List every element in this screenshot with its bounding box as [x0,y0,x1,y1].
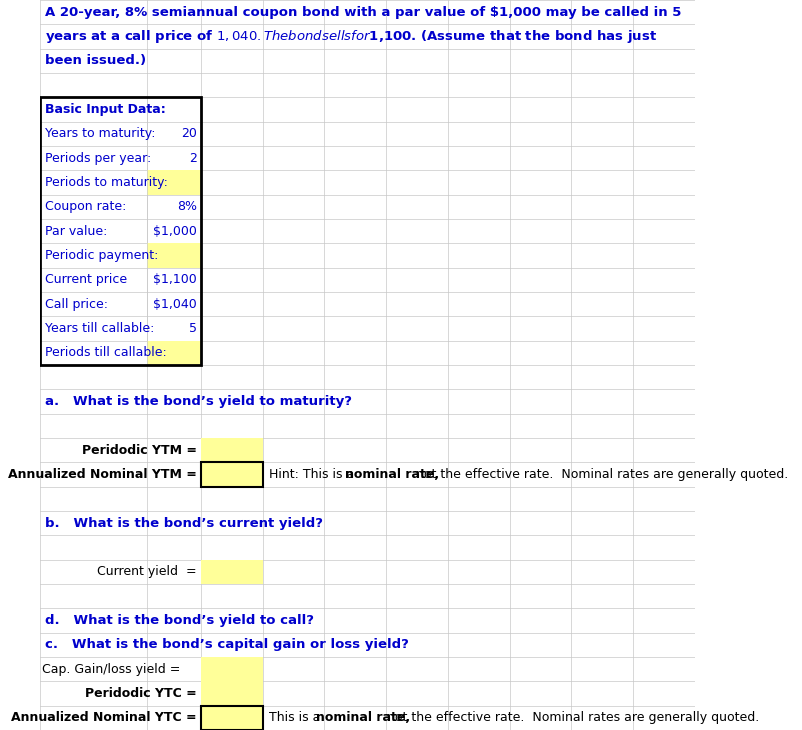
Text: This is a: This is a [269,711,325,724]
Text: $1,000: $1,000 [153,225,196,238]
Text: Peridodic YTM =: Peridodic YTM = [82,444,196,457]
Bar [147,243,200,268]
Text: A 20-year, 8% semiannual coupon bond with a par value of $1,000 may be called in: A 20-year, 8% semiannual coupon bond wit… [45,6,681,19]
Bar [200,681,262,706]
Text: Current yield  =: Current yield = [97,565,196,578]
Text: Annualized Nominal YTM =: Annualized Nominal YTM = [8,468,196,481]
Text: c.   What is the bond’s capital gain or loss yield?: c. What is the bond’s capital gain or lo… [45,638,408,651]
Text: Cap. Gain/loss yield =: Cap. Gain/loss yield = [42,663,180,676]
Text: Periods per year:: Periods per year: [45,152,151,165]
Text: years at a call price of $1,040. The bond sells for $1,100. (Assume that the bon: years at a call price of $1,040. The bon… [45,28,657,45]
Bar [147,170,200,195]
Text: a.   What is the bond’s yield to maturity?: a. What is the bond’s yield to maturity? [45,395,351,408]
Text: 5: 5 [188,322,196,335]
Bar [200,462,262,487]
Text: nominal rate,: nominal rate, [345,468,439,481]
Bar [200,706,262,730]
Text: Years to maturity:: Years to maturity: [45,127,155,140]
Text: Periods to maturity:: Periods to maturity: [45,176,168,189]
Text: 20: 20 [180,127,196,140]
Bar [200,657,262,681]
Text: Annualized Nominal YTC =: Annualized Nominal YTC = [11,711,196,724]
Text: been issued.): been issued.) [45,54,146,67]
Text: Hint: This is a: Hint: This is a [269,468,358,481]
Text: not the effective rate.  Nominal rates are generally quoted.: not the effective rate. Nominal rates ar… [411,468,788,481]
Text: Par value:: Par value: [45,225,107,238]
Bar [200,438,262,462]
Text: Years till callable:: Years till callable: [45,322,154,335]
Text: $1,100: $1,100 [153,273,196,286]
Text: Call price:: Call price: [45,298,107,311]
Text: Peridodic YTC =: Peridodic YTC = [85,687,196,700]
Text: d.   What is the bond’s yield to call?: d. What is the bond’s yield to call? [45,614,314,627]
Text: $1,040: $1,040 [153,298,196,311]
Text: Periodic payment:: Periodic payment: [45,249,158,262]
Text: Coupon rate:: Coupon rate: [45,200,126,213]
Text: Current price: Current price [45,273,127,286]
Text: nominal rate,: nominal rate, [316,711,411,724]
Text: not the effective rate.  Nominal rates are generally quoted.: not the effective rate. Nominal rates ar… [383,711,759,724]
Text: Periods till callable:: Periods till callable: [45,346,166,359]
Text: 2: 2 [188,152,196,165]
Text: b.   What is the bond’s current yield?: b. What is the bond’s current yield? [45,517,322,530]
Bar [147,341,200,365]
Text: 8%: 8% [176,200,196,213]
Text: Basic Input Data:: Basic Input Data: [45,103,165,116]
Bar [200,560,262,584]
Bar [40,97,200,365]
